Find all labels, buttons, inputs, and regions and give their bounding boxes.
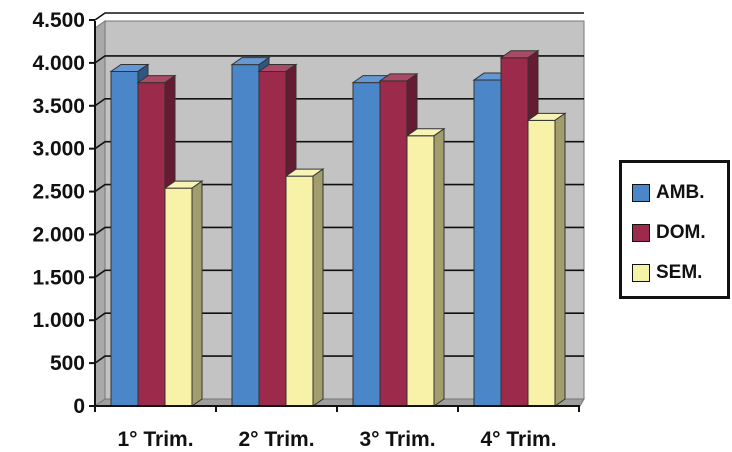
y-tick-labels: 0 500 1.000 1.500 2.000 2.500 3.000 3.500 4.000 4…	[32, 9, 85, 418]
bar-front	[110, 70, 139, 407]
legend: AMB. DOM. SEM.	[619, 160, 730, 299]
bar-3-4	[526, 112, 567, 407]
bar-front	[258, 70, 287, 407]
y-tick-label: 4.000	[32, 52, 85, 75]
bar-front	[231, 64, 260, 407]
bar-front	[352, 82, 381, 407]
x-tick-label: 1° Trim.	[117, 428, 193, 451]
gridline	[94, 12, 584, 21]
bar-front	[137, 82, 166, 407]
y-tick-label: 500	[50, 352, 85, 375]
gridline	[94, 55, 584, 64]
legend-swatch-dom	[632, 224, 650, 242]
legend-swatch-sem	[632, 264, 650, 282]
bar-side	[312, 168, 324, 407]
gridline	[94, 97, 584, 107]
x-tick-label: 2° Trim.	[238, 428, 314, 451]
legend-item-sem: SEM.	[632, 253, 719, 293]
y-tick-label: 2.000	[32, 223, 85, 246]
legend-swatch-amb	[632, 184, 650, 202]
plot-side-wall	[94, 20, 106, 407]
y-tick-label: 3.000	[32, 138, 85, 161]
bar-3-2	[284, 168, 325, 407]
x-tick-label: 3° Trim.	[359, 428, 435, 451]
bar-front	[285, 175, 314, 407]
bar-side	[433, 127, 445, 407]
axes	[89, 19, 580, 412]
bar-front	[527, 119, 556, 407]
bar-side	[191, 180, 203, 407]
y-tick-label: 3.500	[32, 95, 85, 118]
legend-label-amb: AMB.	[656, 182, 705, 203]
y-tick-label: 0	[73, 395, 85, 418]
y-tick-label: 4.500	[32, 9, 85, 32]
bar-front	[500, 57, 529, 407]
y-tick-label: 1.000	[32, 309, 85, 332]
legend-item-dom: DOM.	[632, 213, 719, 253]
bar-3-3	[405, 127, 446, 407]
bar-front	[406, 135, 435, 407]
bars	[109, 49, 567, 407]
bar-front	[379, 80, 408, 407]
bar-side	[554, 112, 566, 407]
y-tick-label: 2.500	[32, 181, 85, 204]
bar-front	[164, 187, 193, 407]
x-tick-label: 4° Trim.	[480, 428, 556, 451]
bar-front	[473, 79, 502, 407]
legend-label-sem: SEM.	[656, 262, 703, 283]
bar-3-1	[163, 180, 204, 407]
legend-item-amb: AMB.	[632, 173, 719, 213]
y-tick-label: 1.500	[32, 266, 85, 289]
x-tick-labels: 1° Trim. 2° Trim. 3° Trim. 4° Trim.	[117, 428, 556, 451]
legend-label-dom: DOM.	[656, 222, 706, 243]
